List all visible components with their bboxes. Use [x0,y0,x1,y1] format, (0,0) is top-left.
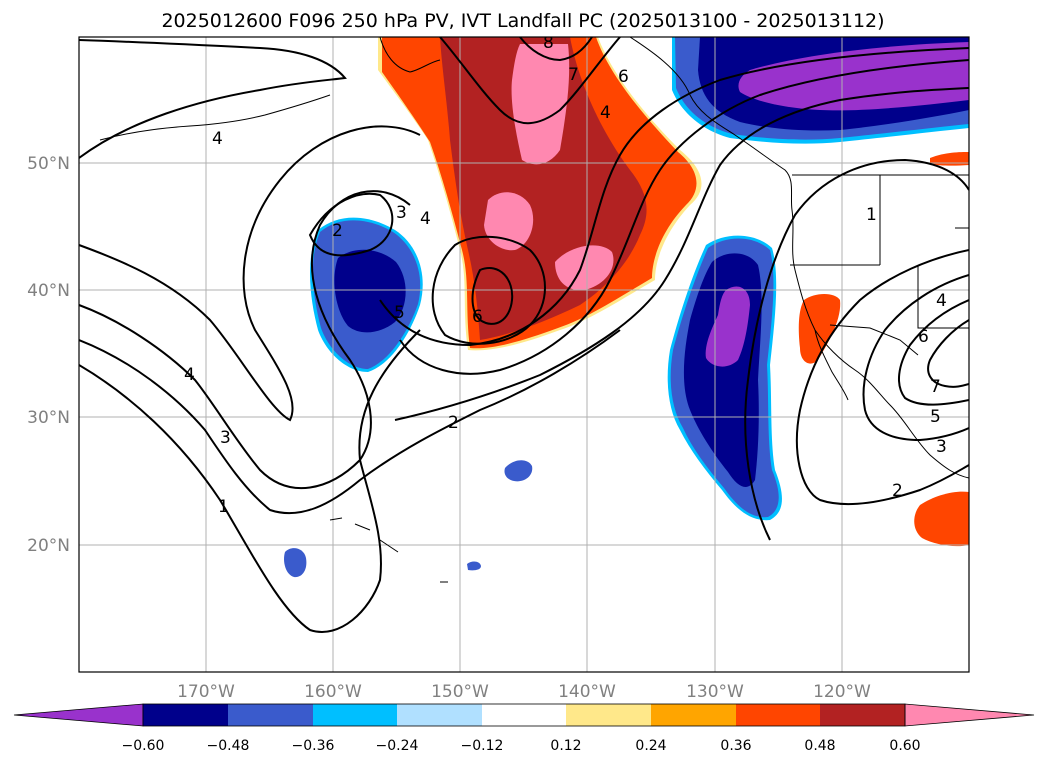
lon-label: 150°W [431,682,489,702]
colorbar-tick-label: 0.12 [550,738,581,754]
colorbar-tick-label: −0.24 [376,738,419,754]
contour-trough-e [519,37,593,62]
colorbar-bin [820,704,905,726]
negative-blob-south-west-a [284,548,307,578]
contour-label: 4 [184,365,195,385]
colorbar-bin [651,704,736,726]
coastlines [99,37,969,583]
contour-label: 4 [212,129,223,149]
contour-label: 5 [394,303,405,323]
contour-label: 1 [866,205,877,225]
contour-label: 4 [420,209,431,229]
lon-label: 130°W [686,682,744,702]
lat-label: 20°N [27,536,70,556]
map-panel: 4 3 2 4 5 6 4 3 1 2 8 7 6 4 1 4 6 7 5 3 [78,33,970,673]
state-borders [790,175,969,329]
colorbar-frame [142,703,906,727]
colorbar-extend-high [904,703,1035,727]
contour-se-high-5 [927,319,969,388]
colorbar-bin [736,704,820,726]
coastline-alaska [99,37,441,141]
contour-west-loop-4 [79,125,421,422]
contour-4-north [79,39,347,159]
contour-label: 1 [218,497,229,517]
colorbar-bin [143,704,228,726]
colorbar-ticks: −0.60 −0.48 −0.36 −0.24 −0.12 0.12 0.24 … [122,738,921,754]
colorbar-bin [313,704,397,726]
coastline-baja [814,329,849,401]
lon-label: 120°W [813,682,871,702]
positive-blob-ne [930,152,969,166]
contour-label: 8 [543,33,554,53]
colorbar-tick-label: 0.60 [889,738,920,754]
contour-label: 6 [618,67,629,87]
shaded-field: 4 3 2 4 5 6 4 3 1 2 8 7 6 4 1 4 6 7 5 3 [79,33,969,672]
contour-trough-d [439,37,621,125]
contour-label: 7 [568,65,579,85]
contour-west-loop-2 [308,192,394,257]
figure-title: 2025012600 F096 250 hPa PV, IVT Landfall… [161,10,884,32]
lon-label: 140°W [558,682,616,702]
lon-label: 170°W [177,682,235,702]
coastline-hawaii [329,517,448,583]
negative-blob-south-west-b [504,460,533,482]
colorbar-tick-label: −0.36 [292,738,335,754]
negative-region-east-purple [705,286,750,367]
contour-label: 2 [448,413,459,433]
contour-label: 3 [396,203,407,223]
negative-region-ne-purple [738,42,969,111]
colorbar-bin [566,704,651,726]
contour-label: 2 [332,221,343,241]
contour-label: 6 [472,307,483,327]
colorbar-tick-label: −0.48 [207,738,250,754]
contour-label: 7 [930,377,941,397]
positive-plume-pink-b [484,192,534,251]
lat-label: 50°N [27,154,70,174]
colorbar-bin [482,704,566,726]
colorbar-tick-label: 0.24 [635,738,666,754]
lat-label: 30°N [27,408,70,428]
colorbar: −0.60 −0.48 −0.36 −0.24 −0.12 0.12 0.24 … [13,703,1035,754]
contour-se-high-1 [744,158,969,541]
contour-se-high-3 [862,274,969,442]
contour-label: 4 [600,103,611,123]
contour-label: 4 [936,291,947,311]
colorbar-tick-label: −0.12 [461,738,504,754]
colorbar-bin [228,704,313,726]
contour-label: 5 [930,407,941,427]
contour-trough-b [379,47,969,347]
colorbar-extend-low [13,703,144,727]
contour-label: 3 [220,428,231,448]
lat-label: 40°N [27,281,70,301]
graticule [79,37,969,672]
map-frame [78,36,970,673]
contour-trough-a [399,59,969,375]
colorbar-tick-label: 0.48 [804,738,835,754]
colorbar-tick-label: 0.36 [720,738,751,754]
positive-plume-pink-c [555,245,614,291]
colorbar-tick-label: −0.60 [122,738,165,754]
contour-2-central [79,329,621,515]
negative-blob-south-west-c [467,561,481,571]
positive-blob-baja [798,294,841,364]
latitude-labels: 50°N 40°N 30°N 20°N [27,154,70,556]
positive-blob-se [914,491,969,547]
positive-plume-pink-a [511,44,570,165]
colorbar-bin [397,704,482,726]
contour-label-layer: 4 3 2 4 5 6 4 3 1 2 8 7 6 4 1 4 6 7 5 3 [184,33,947,517]
lon-label: 160°W [304,682,362,702]
contour-central-6-loop [471,267,514,325]
longitude-labels: 170°W 160°W 150°W 140°W 130°W 120°W [177,682,871,702]
contour-label: 3 [936,437,947,457]
contour-se-high-4 [898,299,969,406]
contour-se-high-2 [795,249,969,506]
contour-label: 6 [918,327,929,347]
contour-label: 2 [892,481,903,501]
contour-trough-c [394,87,969,421]
contour-1 [79,329,421,633]
contour-lines [79,37,969,633]
